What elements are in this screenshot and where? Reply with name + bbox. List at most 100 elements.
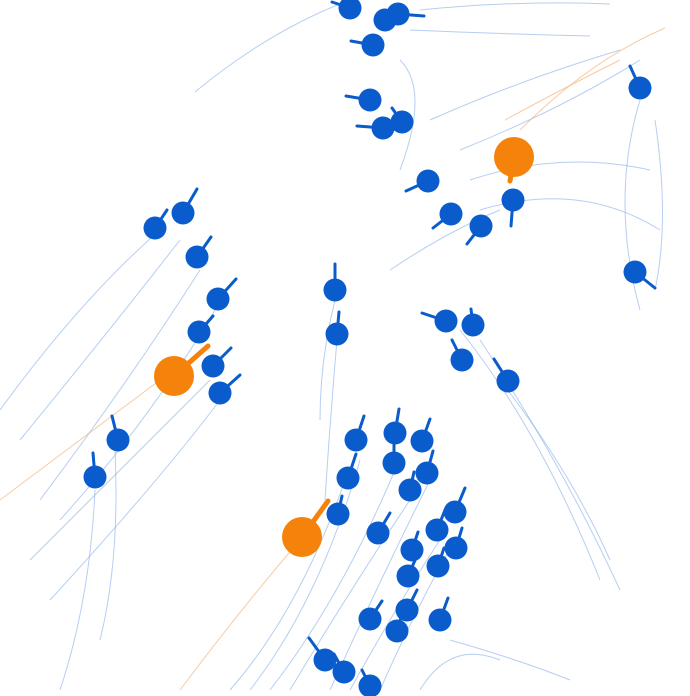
agent <box>344 88 382 112</box>
agent <box>106 414 130 452</box>
agent-dot <box>358 607 382 631</box>
agent <box>425 508 449 542</box>
agent-dot <box>415 461 439 485</box>
agent <box>450 338 474 372</box>
agent-dot <box>400 538 424 562</box>
trail-line <box>504 59 621 121</box>
agent-dot <box>501 188 525 212</box>
trail-line <box>324 339 338 501</box>
agent <box>358 599 384 631</box>
agent-dot <box>444 536 468 560</box>
agent-dot <box>410 429 434 453</box>
agent-dot <box>338 0 362 20</box>
agent-dot <box>323 278 347 302</box>
trail-line <box>449 639 571 681</box>
agent <box>187 314 215 344</box>
agent-dot <box>208 381 232 405</box>
agent-dot <box>416 169 440 193</box>
trail-line <box>99 449 117 641</box>
agent-dot <box>461 313 485 337</box>
trail-line <box>269 469 396 691</box>
leader-dot <box>154 356 194 396</box>
trail-line <box>389 209 501 271</box>
agent <box>415 449 439 485</box>
agent-dot <box>469 214 493 238</box>
trail-line <box>19 239 181 441</box>
trail-line <box>29 379 211 561</box>
agent <box>398 470 422 502</box>
trail-line <box>409 29 591 37</box>
agent <box>628 64 652 100</box>
agent-dot <box>206 287 230 311</box>
agent <box>386 2 426 26</box>
trail-line <box>399 59 416 171</box>
agent-dot <box>358 88 382 112</box>
agent <box>404 169 440 193</box>
agent <box>83 451 107 489</box>
agent-dot <box>332 660 356 684</box>
agent-dot <box>325 322 349 346</box>
agent-dot <box>371 116 395 140</box>
agent <box>326 494 350 526</box>
agent <box>344 414 368 452</box>
agent-dot <box>434 309 458 333</box>
trail-line <box>519 27 666 131</box>
agent-dot <box>344 428 368 452</box>
trail-line <box>0 229 161 411</box>
agent <box>428 596 452 632</box>
agent-dot <box>496 369 520 393</box>
agent-dot <box>395 598 419 622</box>
trail-line <box>59 489 96 691</box>
agent <box>431 202 463 230</box>
agent-dot <box>383 421 407 445</box>
trail-line <box>419 2 611 11</box>
agent <box>366 511 392 545</box>
agent-dot <box>390 110 414 134</box>
agent-dot <box>398 478 422 502</box>
agent <box>383 407 407 445</box>
agent-dot <box>628 76 652 100</box>
agent <box>623 260 657 290</box>
agent-dot <box>439 202 463 226</box>
agent <box>355 116 395 140</box>
agent-dot <box>428 608 452 632</box>
trail-line <box>194 0 351 93</box>
trail-line <box>179 539 301 691</box>
trail-line <box>419 653 501 691</box>
trail-line <box>59 309 216 521</box>
trail-line <box>459 329 601 581</box>
agent-dot <box>385 619 409 643</box>
agent <box>323 262 347 302</box>
agent-dot <box>396 564 420 588</box>
agent <box>307 636 337 672</box>
agent <box>143 208 169 240</box>
agent <box>201 346 233 378</box>
agent <box>501 188 525 228</box>
trail-line <box>49 399 221 601</box>
agent-dot <box>201 354 225 378</box>
agent <box>390 106 414 134</box>
leader-dot <box>494 137 534 177</box>
agent-dot <box>425 518 449 542</box>
agent <box>349 33 385 57</box>
agent <box>492 357 520 393</box>
agent <box>461 307 485 337</box>
agent <box>426 546 450 578</box>
agent <box>420 309 458 333</box>
trail-line <box>499 379 611 561</box>
agent <box>358 668 382 696</box>
agent-dot <box>106 428 130 452</box>
trail-line <box>289 499 411 691</box>
agent-dot <box>326 502 350 526</box>
agent <box>400 530 424 562</box>
agent <box>444 526 468 560</box>
trail-line <box>654 119 663 291</box>
agent <box>185 235 213 269</box>
agent-dot <box>185 245 209 269</box>
agent <box>395 588 419 622</box>
agent-dot <box>171 201 195 225</box>
agent <box>325 310 349 346</box>
agent-dot <box>426 554 450 578</box>
